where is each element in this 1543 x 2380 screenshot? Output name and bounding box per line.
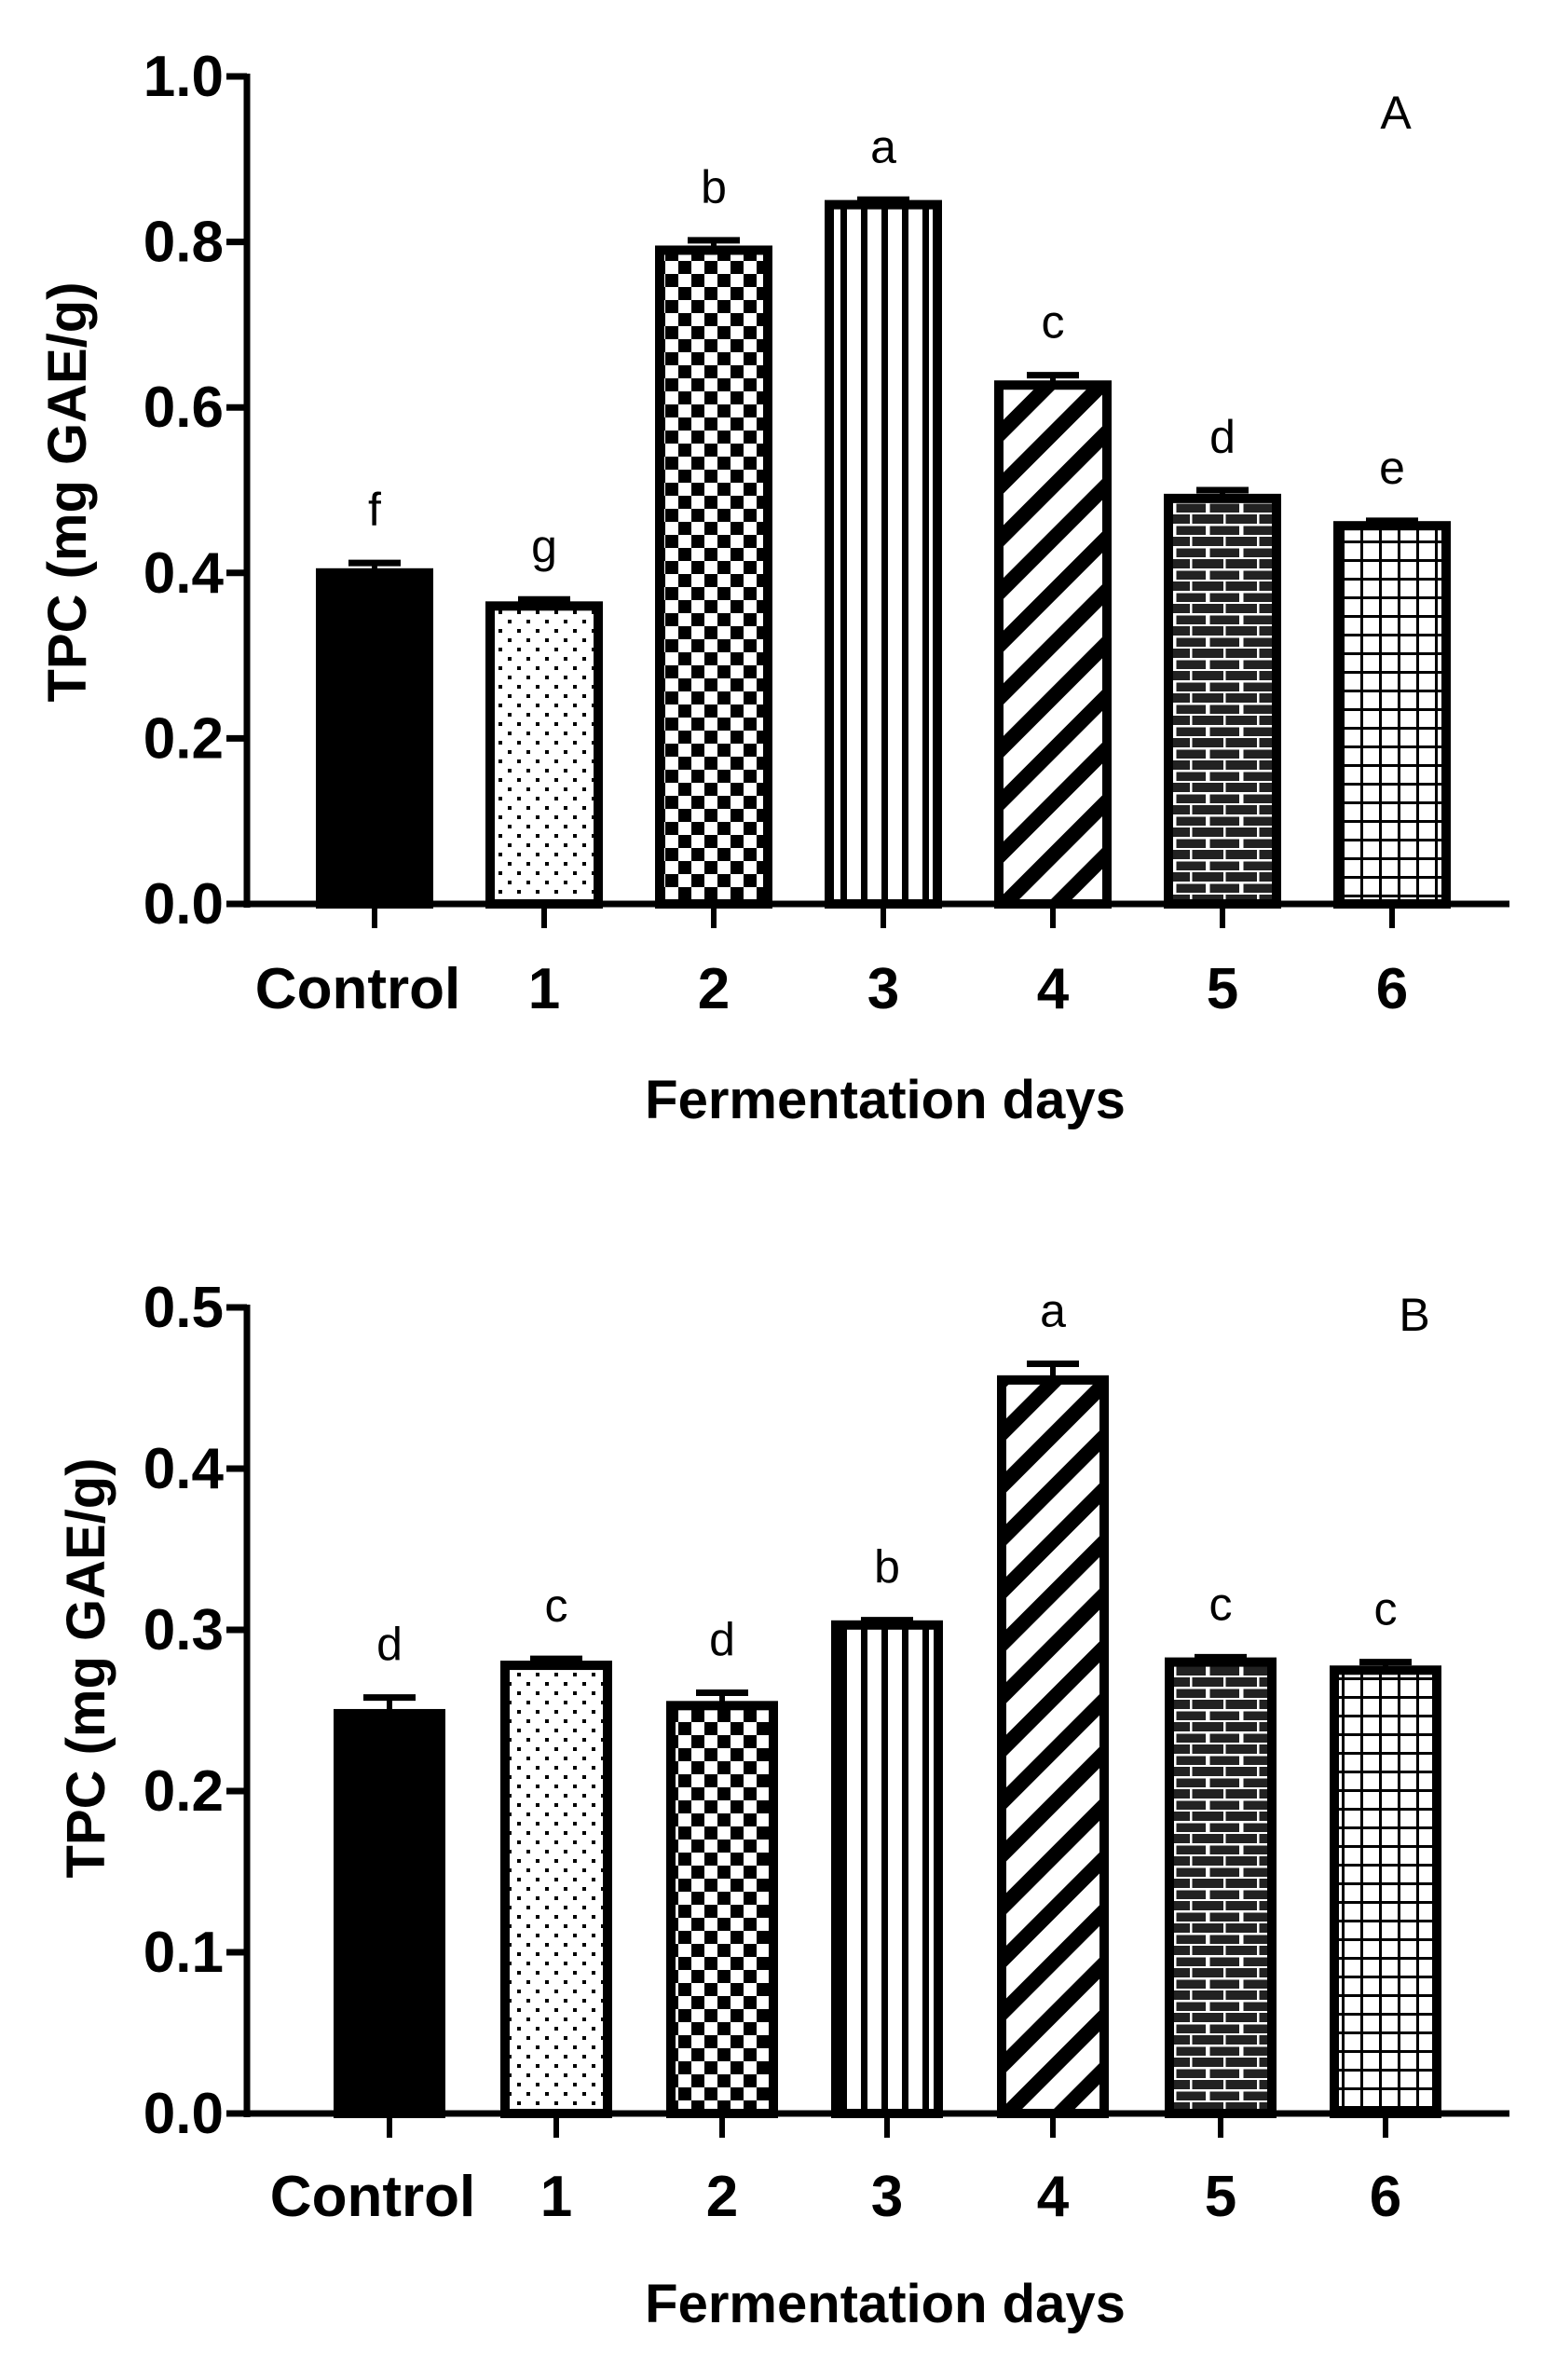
panel-label-b: B <box>1399 1289 1429 1341</box>
significance-letter: d <box>709 1613 735 1665</box>
x-tick-labels-b: Control 1 2 3 4 5 6 <box>270 2165 1401 2229</box>
significance-letter: c <box>1209 1578 1233 1630</box>
significance-letter: b <box>874 1541 900 1594</box>
y-tick-label: 0.1 <box>143 1921 224 1985</box>
x-tick-labels-a: Control 1 2 3 4 5 6 <box>255 957 1408 1021</box>
x-tick-label: 6 <box>1376 957 1408 1021</box>
significance-labels-a: f g b a c d e <box>368 120 1405 572</box>
x-tick-label: Control <box>255 957 460 1021</box>
chart-panel-b: B TPC (mg GAE/g) Fermentation days 0.00.… <box>56 1276 1509 2334</box>
x-tick-label: 6 <box>1370 2165 1401 2229</box>
axes-a <box>226 73 1509 928</box>
significance-letter: e <box>1379 442 1405 494</box>
x-axis-title-b: Fermentation days <box>645 2274 1126 2334</box>
significance-letter: f <box>368 484 381 536</box>
y-tick-label: 0.6 <box>143 376 224 440</box>
y-tick-label: 0.0 <box>143 2082 224 2146</box>
x-axis-title-a: Fermentation days <box>645 1070 1126 1130</box>
significance-letter: c <box>1042 296 1065 349</box>
y-tick-labels-a: 0.0 0.2 0.4 0.6 0.8 1.0 <box>143 45 225 937</box>
y-tick-label: 0.2 <box>143 1759 224 1824</box>
significance-letter: a <box>1040 1285 1066 1337</box>
bar <box>316 568 433 909</box>
bar <box>334 1708 445 2118</box>
x-tick-label: 2 <box>706 2165 738 2229</box>
significance-letter: d <box>1209 411 1236 463</box>
bar <box>666 1701 778 2119</box>
significance-letter: b <box>701 161 727 213</box>
bar <box>485 601 603 909</box>
significance-letter: c <box>545 1580 568 1632</box>
y-tick-label: 1.0 <box>143 45 224 109</box>
y-axis-title-b: TPC (mg GAE/g) <box>56 1457 116 1878</box>
bar <box>825 199 942 909</box>
bar <box>655 245 772 910</box>
y-tick-label: 0.4 <box>143 1437 225 1501</box>
y-tick-label: 0.0 <box>143 872 224 937</box>
x-tick-label: 3 <box>871 2165 903 2229</box>
x-tick-label: Control <box>270 2165 475 2229</box>
x-tick-label: 5 <box>1207 957 1238 1021</box>
y-tick-label: 0.2 <box>143 706 224 771</box>
panel-label-a: A <box>1380 87 1412 139</box>
y-axis-title-a: TPC (mg GAE/g) <box>37 281 98 702</box>
y-tick-label: 0.4 <box>143 541 225 606</box>
bar <box>994 380 1112 909</box>
significance-labels-b: d c d b a c c <box>376 1285 1397 1671</box>
x-tick-label: 4 <box>1037 957 1070 1021</box>
bar <box>1165 1657 1277 2118</box>
bar <box>997 1375 1109 2118</box>
x-tick-label: 5 <box>1205 2165 1236 2229</box>
x-tick-label: 2 <box>698 957 730 1021</box>
chart-panel-a: A TPC (mg GAE/g) Fermentation days 0.00.… <box>37 45 1509 1130</box>
significance-letter: a <box>870 120 896 172</box>
x-tick-label: 3 <box>867 957 899 1021</box>
y-tick-label: 0.3 <box>143 1598 224 1662</box>
axes-b <box>226 1304 1509 2138</box>
significance-letter: d <box>376 1619 403 1671</box>
x-tick-label: 4 <box>1037 2165 1070 2229</box>
y-tick-labels-b: 0.0 0.1 0.2 0.3 0.4 0.5 <box>143 1276 225 2146</box>
bar <box>1333 521 1451 910</box>
significance-letter: g <box>531 520 557 572</box>
y-tick-label: 0.8 <box>143 211 224 275</box>
bar <box>500 1661 612 2119</box>
y-tick-label: 0.5 <box>143 1276 224 1340</box>
bars-b <box>334 1361 1441 2119</box>
bar <box>1330 1665 1441 2118</box>
bar <box>1164 493 1281 909</box>
bars-a <box>316 196 1451 910</box>
bar <box>831 1620 943 2119</box>
x-tick-label: 1 <box>540 2165 572 2229</box>
x-tick-label: 1 <box>528 957 560 1021</box>
significance-letter: c <box>1374 1583 1398 1635</box>
